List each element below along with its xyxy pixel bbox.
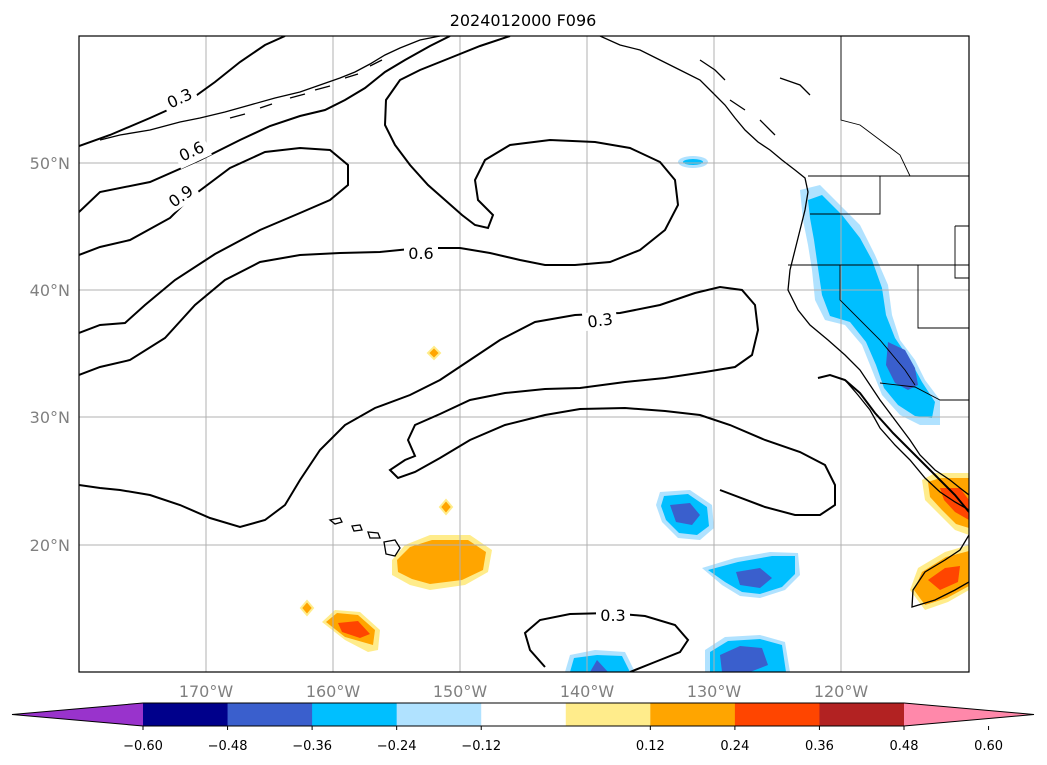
- positive-region-mexico-south-high: [928, 566, 960, 590]
- contour-0-3-main: [79, 285, 836, 529]
- lon-label-140w: 140°W: [560, 682, 615, 701]
- colorbar-segment: [481, 703, 567, 726]
- colorbar-tick-label: −0.12: [461, 739, 501, 754]
- map-frame: [78, 35, 970, 673]
- negative-region-central-high: [670, 503, 700, 525]
- contour-label-6: 0.3: [600, 606, 625, 625]
- colorbar-tick-label: −0.36: [292, 739, 332, 754]
- coastline-alaska-islands: [229, 59, 383, 119]
- colorbar-extend-low: [12, 703, 143, 726]
- colorbar-tick-label: 0.12: [636, 739, 665, 754]
- negative-region-north-mid: [683, 159, 703, 165]
- lon-label-130w: 130°W: [687, 682, 742, 701]
- contour-0-3-east: [817, 373, 969, 513]
- negative-region-south-east-high: [736, 568, 772, 588]
- lat-label-50n: 50°N: [30, 154, 70, 173]
- positive-region-hawaii-mid: [397, 540, 486, 584]
- positive-region-mexico-north-high: [940, 488, 969, 520]
- latitude-labels: 50°N 40°N 30°N 20°N: [30, 154, 70, 555]
- map-area: 0.3 0.6 0.9 0.6 0.3 0.3: [79, 36, 969, 672]
- colorbar-tick-label: 0.48: [890, 739, 919, 754]
- positive-dot-1: [426, 345, 442, 361]
- colorbar-ticks: −0.60 −0.48 −0.36 −0.24 −0.12 0.12 0.24 0.36 0.4…: [123, 726, 1003, 754]
- coastline-alaska: [99, 36, 441, 141]
- positive-region-west-high: [338, 621, 370, 638]
- map-title: 2024012000 F096: [450, 11, 597, 30]
- colorbar-segment: [312, 703, 398, 726]
- border-mexico-us: [879, 382, 969, 401]
- border-alaska-canada: [840, 36, 911, 177]
- border-states-1: [810, 176, 881, 215]
- lon-label-120w: 120°W: [814, 682, 869, 701]
- positive-dot-3: [299, 599, 315, 617]
- coastline-hawaii: [328, 517, 401, 557]
- colorbar: −0.60 −0.48 −0.36 −0.24 −0.12 0.12 0.24 0.36 0.4…: [11, 702, 1035, 754]
- lat-label-30n: 30°N: [30, 408, 70, 427]
- contour-label-5: 0.3: [586, 309, 614, 331]
- border-states-4: [917, 265, 969, 329]
- lon-label-150w: 150°W: [433, 682, 488, 701]
- border-states-3: [839, 265, 916, 386]
- colorbar-segment: [565, 703, 651, 726]
- colorbar-segment: [143, 703, 229, 726]
- political-borders: [788, 36, 969, 401]
- contour-label-4: 0.6: [408, 244, 433, 263]
- contour-0-6-main: [79, 36, 680, 376]
- colorbar-segment: [819, 703, 905, 726]
- lat-label-20n: 20°N: [30, 536, 70, 555]
- negative-anomaly-regions: [565, 156, 940, 672]
- colorbar-tick-label: 0.36: [805, 739, 834, 754]
- longitude-labels: 170°W 160°W 150°W 140°W 130°W 120°W: [179, 682, 869, 701]
- contour-0-9: [79, 146, 349, 334]
- contour-0-6-north: [79, 36, 451, 213]
- colorbar-segments: [11, 702, 1035, 727]
- contour-lines: [79, 36, 969, 672]
- colorbar-segment: [734, 703, 820, 726]
- positive-anomaly-regions: [299, 345, 969, 652]
- positive-dot-2: [438, 498, 454, 516]
- coastline-mexico: [911, 534, 969, 608]
- colorbar-segment: [227, 703, 313, 726]
- lon-label-160w: 160°W: [306, 682, 361, 701]
- border-states-5: [954, 225, 969, 279]
- colorbar-tick-label: −0.48: [208, 739, 248, 754]
- coastline-islands-north: [699, 59, 811, 136]
- colorbar-tick-label: 0.60: [974, 739, 1003, 754]
- coastline-panhandle: [599, 36, 969, 496]
- lon-label-170w: 170°W: [179, 682, 234, 701]
- negative-region-bottom-central-high: [590, 660, 608, 672]
- contour-0-3-north: [79, 36, 286, 147]
- colorbar-tick-label: −0.24: [377, 739, 417, 754]
- colorbar-segment: [650, 703, 736, 726]
- ocean-background: [79, 36, 969, 672]
- negative-region-bottom-east-high: [720, 646, 768, 672]
- colorbar-segment: [396, 703, 482, 726]
- colorbar-tick-label: −0.60: [123, 739, 163, 754]
- colorbar-extend-high: [904, 703, 1034, 726]
- colorbar-tick-label: 0.24: [720, 739, 749, 754]
- lat-label-40n: 40°N: [30, 281, 70, 300]
